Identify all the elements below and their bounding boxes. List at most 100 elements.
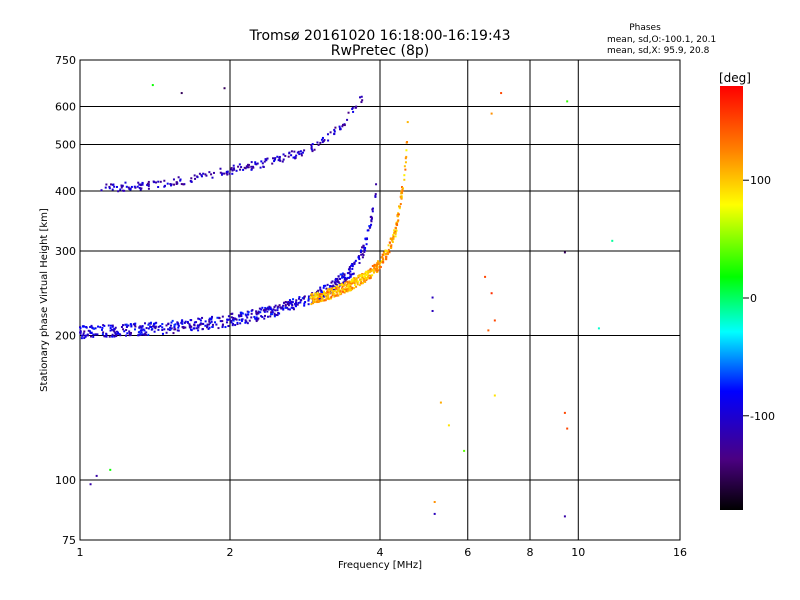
o-trace-point (116, 330, 119, 333)
o-trace-point (307, 298, 310, 301)
o-trace-point (163, 184, 166, 187)
o-trace-point (104, 186, 107, 189)
o-trace-point (349, 273, 352, 276)
o-trace-point (264, 308, 267, 311)
x-trace-point (321, 296, 324, 299)
o-trace-point (339, 127, 342, 130)
o-trace-point (371, 208, 374, 211)
y-tick-label: 200 (55, 330, 76, 343)
x-trace-point (355, 285, 358, 288)
o-trace-point (105, 183, 108, 186)
o-trace-point (242, 168, 245, 171)
x-trace-point (381, 261, 384, 264)
x-trace-point (381, 257, 384, 260)
o-trace-point (324, 284, 327, 287)
x-trace-point (380, 256, 383, 259)
x-trace-point (364, 274, 367, 277)
x-trace-point (385, 258, 388, 261)
o-trace-point (260, 308, 263, 311)
o-trace-point (337, 275, 340, 278)
o-trace-point (128, 332, 131, 335)
o-trace-point (240, 166, 243, 169)
x-trace-point (360, 278, 363, 281)
o-trace-point (298, 297, 301, 300)
colorbar-gradient (720, 86, 743, 510)
o-trace-point (260, 315, 263, 318)
x-trace-point (317, 293, 320, 296)
o-trace-point (170, 321, 173, 324)
x-trace-point (329, 296, 332, 299)
o-trace-point (303, 304, 306, 307)
x-trace-point (397, 219, 400, 222)
o-trace-point (101, 326, 104, 329)
o-trace-point (284, 154, 287, 157)
o-trace-point (197, 317, 200, 320)
o-trace-point (351, 106, 354, 109)
o-trace-point (173, 326, 176, 329)
o-trace-point (214, 321, 217, 324)
o-trace-point (263, 317, 266, 320)
o-trace-point (177, 326, 180, 329)
x-trace-point (338, 286, 341, 289)
o-trace-point (200, 175, 203, 178)
x-trace-point (363, 273, 366, 276)
x-trace-point (316, 295, 319, 298)
o-trace-point (246, 322, 249, 325)
o-trace-point (358, 258, 361, 261)
o-trace-point (199, 323, 202, 326)
scatter-point (109, 468, 112, 471)
o-trace-point (243, 166, 246, 169)
x-trace-point (401, 189, 404, 192)
o-trace-point (179, 179, 182, 182)
o-trace-point (183, 321, 186, 324)
o-trace-point (343, 124, 346, 127)
o-trace-point (346, 272, 349, 275)
x-trace-point (344, 287, 347, 290)
x-trace-point (324, 299, 327, 302)
o-trace-point (133, 185, 136, 188)
x-trace-point (330, 287, 333, 290)
y-tick-label: 300 (55, 245, 76, 258)
o-trace-point (245, 320, 248, 323)
o-trace-point (236, 323, 239, 326)
o-trace-point (133, 324, 136, 327)
x-trace-point (352, 281, 355, 284)
o-trace-point (127, 186, 130, 189)
o-trace-point (343, 278, 346, 281)
o-trace-point (83, 337, 86, 340)
o-trace-point (333, 128, 336, 131)
o-trace-point (330, 281, 333, 284)
o-trace-point (310, 145, 313, 148)
o-trace-point (299, 301, 302, 304)
o-trace-point (342, 123, 345, 126)
o-trace-point (240, 313, 243, 316)
o-trace-point (225, 321, 228, 324)
x-trace-point (309, 296, 312, 299)
o-trace-point (161, 332, 164, 335)
x-trace-point (333, 286, 336, 289)
o-trace-point (129, 323, 132, 326)
o-trace-point (138, 330, 141, 333)
o-trace-point (247, 311, 250, 314)
x-trace-point (347, 283, 350, 286)
o-trace-point (134, 186, 137, 189)
x-trace-point (343, 290, 346, 293)
o-trace-point (352, 110, 355, 113)
o-trace-point (155, 181, 158, 184)
o-trace-point (86, 334, 89, 337)
y-tick-label: 600 (55, 101, 76, 114)
o-trace-point (217, 327, 220, 330)
o-trace-point (359, 251, 362, 254)
o-trace-point (250, 161, 253, 164)
x-axis-label: Frequency [MHz] (338, 560, 422, 571)
o-trace-point (108, 335, 111, 338)
o-trace-point (140, 331, 143, 334)
o-trace-point (270, 313, 273, 316)
o-trace-point (270, 311, 273, 314)
o-trace-point (269, 306, 272, 309)
o-trace-point (278, 304, 281, 307)
x-trace-point (326, 291, 329, 294)
o-trace-point (326, 283, 329, 286)
o-trace-point (230, 321, 233, 324)
o-trace-point (364, 246, 367, 249)
